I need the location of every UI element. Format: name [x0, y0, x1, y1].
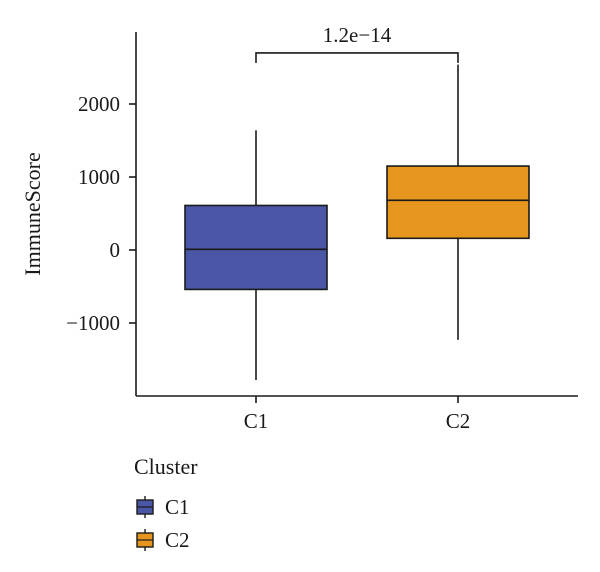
x-ticks: C1 C2	[244, 396, 471, 433]
box-body	[386, 165, 530, 240]
y-tick-label: −1000	[66, 311, 120, 335]
box-c2	[386, 64, 530, 340]
legend-label: C1	[165, 495, 190, 519]
significance-bracket: 1.2e−14	[255, 23, 459, 63]
x-tick-label: C2	[446, 409, 471, 433]
y-tick-label: 1000	[78, 165, 120, 189]
box-body	[184, 204, 328, 291]
y-ticks: −1000 0 1000 2000	[66, 92, 136, 335]
x-tick-label: C1	[244, 409, 269, 433]
legend-item-c1: C1	[136, 495, 190, 519]
legend-title: Cluster	[134, 454, 198, 479]
y-tick-label: 0	[110, 238, 121, 262]
y-tick-label: 2000	[78, 92, 120, 116]
legend-item-c2: C2	[136, 528, 190, 552]
boxes	[184, 64, 530, 380]
box-c1	[184, 130, 328, 380]
y-axis-title: ImmuneScore	[20, 152, 45, 275]
bracket-line	[255, 52, 459, 63]
legend-label: C2	[165, 528, 190, 552]
p-value-label: 1.2e−14	[323, 23, 392, 47]
